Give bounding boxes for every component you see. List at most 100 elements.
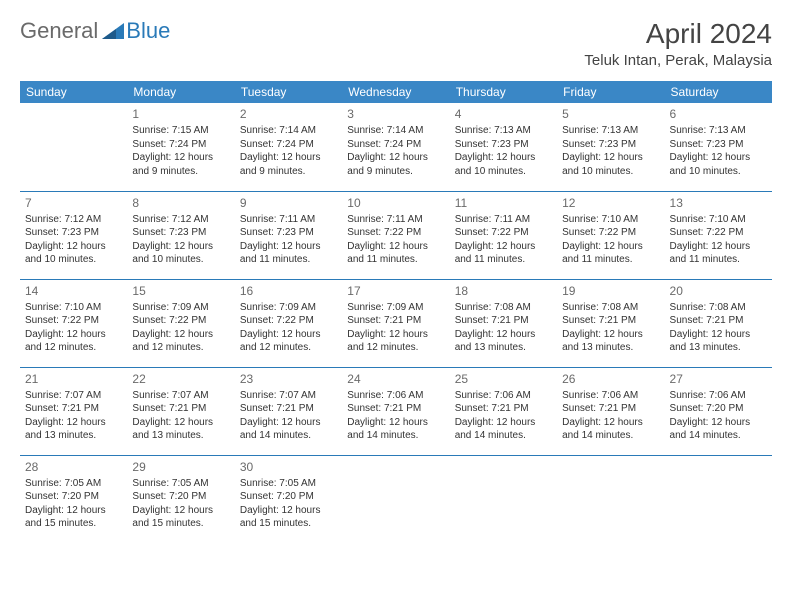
sunrise-text: Sunrise: 7:06 AM [670,389,767,403]
day-number: 27 [670,371,767,387]
sunset-text: Sunset: 7:23 PM [25,226,122,240]
daylight-text: Daylight: 12 hours [455,151,552,165]
sunrise-text: Sunrise: 7:11 AM [455,213,552,227]
daylight-text: and 15 minutes. [240,517,337,531]
calendar-day-cell: 7 Sunrise: 7:12 AMSunset: 7:23 PMDaylight… [20,191,127,279]
daylight-text: and 13 minutes. [670,341,767,355]
logo-triangle-icon [102,23,124,39]
calendar-day-cell: 23Sunrise: 7:07 AMSunset: 7:21 PMDayligh… [235,367,342,455]
day-number: 4 [455,106,552,122]
sunset-text: Sunset: 7:20 PM [25,490,122,504]
sunrise-text: Sunrise: 7:13 AM [670,124,767,138]
day-number: 18 [455,283,552,299]
calendar-day-cell: 4 Sunrise: 7:13 AMSunset: 7:23 PMDaylight… [450,103,557,191]
sunrise-text: Sunrise: 7:08 AM [562,301,659,315]
sunrise-text: Sunrise: 7:06 AM [455,389,552,403]
calendar-day-cell: 29Sunrise: 7:05 AMSunset: 7:20 PMDayligh… [127,455,234,543]
sunrise-text: Sunrise: 7:10 AM [670,213,767,227]
day-number: 12 [562,195,659,211]
daylight-text: Daylight: 12 hours [25,416,122,430]
daylight-text: and 13 minutes. [562,341,659,355]
daylight-text: Daylight: 12 hours [240,240,337,254]
daylight-text: Daylight: 12 hours [347,416,444,430]
day-number: 8 [132,195,229,211]
calendar-day-cell: 24Sunrise: 7:06 AMSunset: 7:21 PMDayligh… [342,367,449,455]
daylight-text: Daylight: 12 hours [455,416,552,430]
daylight-text: and 12 minutes. [347,341,444,355]
daylight-text: and 10 minutes. [562,165,659,179]
day-number: 7 [25,195,122,211]
header: General Blue April 2024 Teluk Intan, Per… [20,18,772,69]
day-number: 25 [455,371,552,387]
sunrise-text: Sunrise: 7:05 AM [132,477,229,491]
weekday-header: Wednesday [342,81,449,103]
daylight-text: and 10 minutes. [455,165,552,179]
sunset-text: Sunset: 7:24 PM [347,138,444,152]
daylight-text: and 11 minutes. [347,253,444,267]
sunset-text: Sunset: 7:23 PM [240,226,337,240]
page-title: April 2024 [584,18,772,50]
sunrise-text: Sunrise: 7:12 AM [25,213,122,227]
calendar-day-cell [557,455,664,543]
sunrise-text: Sunrise: 7:08 AM [455,301,552,315]
calendar-day-cell: 9Sunrise: 7:11 AMSunset: 7:23 PMDaylight… [235,191,342,279]
daylight-text: Daylight: 12 hours [562,328,659,342]
sunset-text: Sunset: 7:24 PM [132,138,229,152]
sunrise-text: Sunrise: 7:11 AM [240,213,337,227]
daylight-text: and 11 minutes. [670,253,767,267]
sunset-text: Sunset: 7:22 PM [132,314,229,328]
daylight-text: Daylight: 12 hours [132,151,229,165]
sunset-text: Sunset: 7:23 PM [455,138,552,152]
daylight-text: Daylight: 12 hours [240,328,337,342]
calendar-day-cell: 18Sunrise: 7:08 AMSunset: 7:21 PMDayligh… [450,279,557,367]
daylight-text: Daylight: 12 hours [132,328,229,342]
sunrise-text: Sunrise: 7:08 AM [670,301,767,315]
weekday-header: Friday [557,81,664,103]
calendar-day-cell: 14Sunrise: 7:10 AMSunset: 7:22 PMDayligh… [20,279,127,367]
daylight-text: Daylight: 12 hours [25,504,122,518]
daylight-text: Daylight: 12 hours [25,240,122,254]
sunset-text: Sunset: 7:22 PM [562,226,659,240]
sunrise-text: Sunrise: 7:10 AM [25,301,122,315]
logo-text-blue: Blue [126,18,170,44]
calendar-day-cell: 19Sunrise: 7:08 AMSunset: 7:21 PMDayligh… [557,279,664,367]
sunrise-text: Sunrise: 7:12 AM [132,213,229,227]
day-number: 20 [670,283,767,299]
calendar-day-cell: 6Sunrise: 7:13 AMSunset: 7:23 PMDaylight… [665,103,772,191]
sunrise-text: Sunrise: 7:05 AM [25,477,122,491]
daylight-text: Daylight: 12 hours [132,240,229,254]
calendar-day-cell: 1Sunrise: 7:15 AMSunset: 7:24 PMDaylight… [127,103,234,191]
sunset-text: Sunset: 7:21 PM [132,402,229,416]
calendar-day-cell: 5Sunrise: 7:13 AMSunset: 7:23 PMDaylight… [557,103,664,191]
daylight-text: and 12 minutes. [132,341,229,355]
calendar-day-cell [20,103,127,191]
daylight-text: and 10 minutes. [670,165,767,179]
daylight-text: and 10 minutes. [132,253,229,267]
day-number: 15 [132,283,229,299]
day-number: 14 [25,283,122,299]
calendar-day-cell [450,455,557,543]
daylight-text: Daylight: 12 hours [455,328,552,342]
logo: General Blue [20,18,170,44]
weekday-header: Saturday [665,81,772,103]
day-number: 2 [240,106,337,122]
calendar-body: 1Sunrise: 7:15 AMSunset: 7:24 PMDaylight… [20,103,772,543]
daylight-text: Daylight: 12 hours [455,240,552,254]
daylight-text: and 14 minutes. [670,429,767,443]
daylight-text: Daylight: 12 hours [670,240,767,254]
sunrise-text: Sunrise: 7:09 AM [347,301,444,315]
weekday-header: Sunday [20,81,127,103]
calendar-day-cell: 17Sunrise: 7:09 AMSunset: 7:21 PMDayligh… [342,279,449,367]
sunrise-text: Sunrise: 7:07 AM [240,389,337,403]
day-number: 6 [670,106,767,122]
day-number: 17 [347,283,444,299]
daylight-text: and 13 minutes. [25,429,122,443]
sunrise-text: Sunrise: 7:11 AM [347,213,444,227]
sunset-text: Sunset: 7:22 PM [240,314,337,328]
daylight-text: and 9 minutes. [132,165,229,179]
day-number: 10 [347,195,444,211]
sunset-text: Sunset: 7:21 PM [347,314,444,328]
sunset-text: Sunset: 7:23 PM [132,226,229,240]
daylight-text: Daylight: 12 hours [347,151,444,165]
sunrise-text: Sunrise: 7:13 AM [455,124,552,138]
